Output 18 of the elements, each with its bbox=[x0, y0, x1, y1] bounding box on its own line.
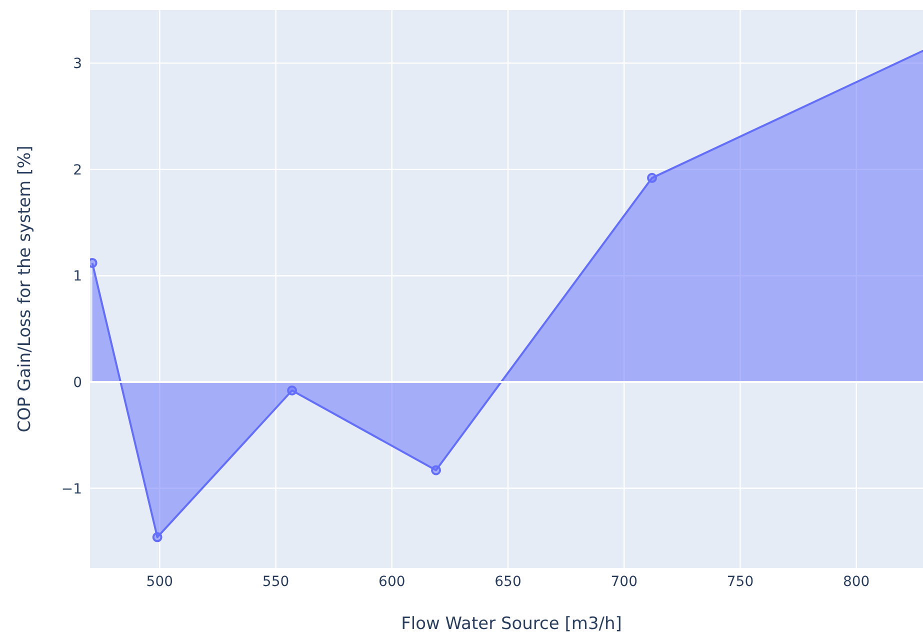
x-tick-label: 700 bbox=[610, 574, 638, 590]
y-tick-label: −1 bbox=[61, 481, 82, 498]
y-tick-label: 1 bbox=[73, 268, 82, 285]
x-tick-label: 800 bbox=[842, 574, 870, 590]
point bbox=[431, 465, 442, 476]
y-tick-label: 3 bbox=[73, 56, 82, 72]
y-tick-label: 0 bbox=[73, 374, 82, 391]
y-tick-label: 2 bbox=[73, 162, 82, 178]
x-tick-label: 750 bbox=[726, 574, 754, 590]
x-tick-label: 500 bbox=[146, 574, 174, 590]
point bbox=[152, 532, 162, 542]
point bbox=[647, 172, 657, 183]
y-axis-title: COP Gain/Loss for the system [%] bbox=[15, 146, 36, 432]
point bbox=[287, 386, 298, 396]
x-tick-label: 650 bbox=[494, 574, 522, 590]
x-tick-label: 600 bbox=[378, 574, 406, 590]
x-tick-label: 550 bbox=[262, 574, 290, 590]
x-axis-title: Flow Water Source [m3/h] bbox=[401, 614, 622, 634]
